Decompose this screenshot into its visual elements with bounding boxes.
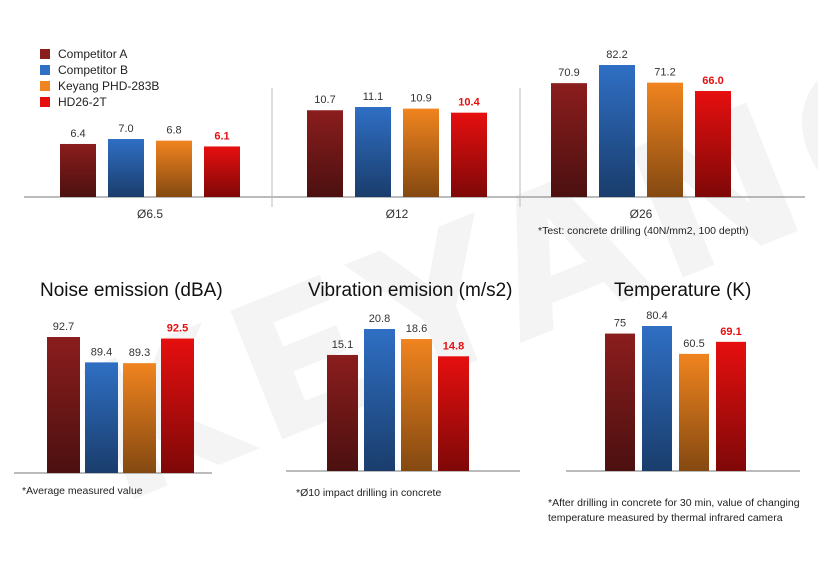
bar-26-hd26-2t-value-label: 66.0 (702, 75, 723, 87)
drilling-test-note: *Test: concrete drilling (40N/mm2, 100 d… (538, 225, 749, 237)
legend-item-keyang-phd-283b: Keyang PHD-283B (40, 78, 159, 94)
temperature-bar-keyang-phd-283b-bar (679, 353, 709, 471)
bar-12-competitor-b-value-label: 11.1 (363, 91, 384, 103)
bar-26-keyang-phd-283b-bar (647, 82, 683, 197)
noise-note: *Average measured value (22, 485, 143, 497)
bar-12-competitor-a-value-label: 10.7 (314, 94, 335, 106)
x-tick-label-12: Ø12 (386, 207, 409, 221)
vibration-chart-title: Vibration emision (m/s2) (308, 280, 513, 301)
noise-bar-competitor-b-bar (85, 362, 118, 473)
noise-bar-competitor-b-value-label: 89.4 (91, 346, 112, 358)
legend-swatch-keyang-phd-283b (40, 81, 50, 91)
bar-26-keyang-phd-283b-value-label: 71.2 (654, 67, 675, 79)
vibration-bar-competitor-b-value-label: 20.8 (369, 313, 390, 325)
bar-12-keyang-phd-283b-value-label: 10.9 (410, 93, 431, 105)
noise-bar-competitor-a-value-label: 92.7 (53, 321, 74, 333)
vibration-bar-competitor-a-value-label: 15.1 (332, 339, 353, 351)
temperature-bar-keyang-phd-283b-value-label: 60.5 (683, 338, 704, 350)
bar-12-hd26-2t-value-label: 10.4 (458, 97, 480, 109)
bar-12-hd26-2t-bar (451, 112, 487, 197)
bar-6-5-competitor-a-value-label: 6.4 (70, 128, 85, 140)
bar-12-competitor-b-bar (355, 107, 391, 197)
vibration-bar-hd26-2t-value-label: 14.8 (443, 340, 464, 352)
vibration-bar-hd26-2t-bar (438, 356, 469, 471)
legend-label-competitor-a: Competitor A (58, 47, 128, 61)
bar-6-5-keyang-phd-283b-value-label: 6.8 (166, 125, 181, 137)
bar-6-5-hd26-2t-bar (204, 146, 240, 197)
temperature-bar-hd26-2t-value-label: 69.1 (720, 326, 741, 338)
legend-label-keyang-phd-283b: Keyang PHD-283B (58, 79, 160, 93)
bar-26-competitor-a-bar (551, 83, 587, 197)
vibration-bar-keyang-phd-283b-bar (401, 339, 432, 471)
legend-label-hd26-2t: HD26-2T (58, 95, 107, 109)
legend-label-competitor-b: Competitor B (58, 63, 129, 77)
bar-6-5-keyang-phd-283b-bar (156, 140, 192, 197)
noise-bar-keyang-phd-283b-bar (123, 363, 156, 473)
temperature-bar-competitor-a-value-label: 75 (614, 318, 626, 330)
vibration-bar-keyang-phd-283b-value-label: 18.6 (406, 323, 427, 335)
vibration-bar-competitor-b-bar (364, 329, 395, 471)
bar-26-hd26-2t-bar (695, 91, 731, 197)
temperature-bar-competitor-b-bar (642, 326, 672, 471)
temperature-chart-title: Temperature (K) (614, 280, 752, 301)
legend-swatch-hd26-2t (40, 97, 50, 107)
temperature-note-line-1: *After drilling in concrete for 30 min, … (548, 497, 800, 509)
legend: Competitor A Competitor B Keyang PHD-283… (40, 46, 159, 110)
bar-26-competitor-a-value-label: 70.9 (558, 67, 579, 79)
bar-26-competitor-b-bar (599, 65, 635, 197)
temperature-bar-competitor-b-value-label: 80.4 (646, 310, 667, 322)
bar-12-competitor-a-bar (307, 110, 343, 197)
noise-bar-keyang-phd-283b-value-label: 89.3 (129, 347, 150, 359)
legend-swatch-competitor-b (40, 65, 50, 75)
legend-item-hd26-2t: HD26-2T (40, 94, 159, 110)
x-tick-label-6-5: Ø6.5 (137, 207, 163, 221)
bar-12-keyang-phd-283b-bar (403, 108, 439, 197)
legend-swatch-competitor-a (40, 49, 50, 59)
bar-6-5-competitor-a-bar (60, 143, 96, 197)
vibration-bar-competitor-a-bar (327, 354, 358, 471)
bar-6-5-competitor-b-value-label: 7.0 (118, 123, 133, 135)
noise-bar-hd26-2t-bar (161, 338, 194, 473)
bar-6-5-hd26-2t-value-label: 6.1 (214, 130, 229, 142)
noise-chart-title: Noise emission (dBA) (40, 280, 223, 301)
bar-26-competitor-b-value-label: 82.2 (606, 49, 627, 61)
noise-bar-competitor-a-bar (47, 337, 80, 473)
x-tick-label-26: Ø26 (630, 207, 653, 221)
bar-6-5-competitor-b-bar (108, 139, 144, 197)
temperature-bar-competitor-a-bar (605, 333, 635, 471)
legend-item-competitor-b: Competitor B (40, 62, 159, 78)
temperature-note-line-2: temperature measured by thermal infrared… (548, 512, 783, 524)
legend-item-competitor-a: Competitor A (40, 46, 159, 62)
noise-bar-hd26-2t-value-label: 92.5 (167, 323, 188, 335)
vibration-note: *Ø10 impact drilling in concrete (296, 487, 442, 499)
temperature-bar-hd26-2t-bar (716, 341, 746, 471)
